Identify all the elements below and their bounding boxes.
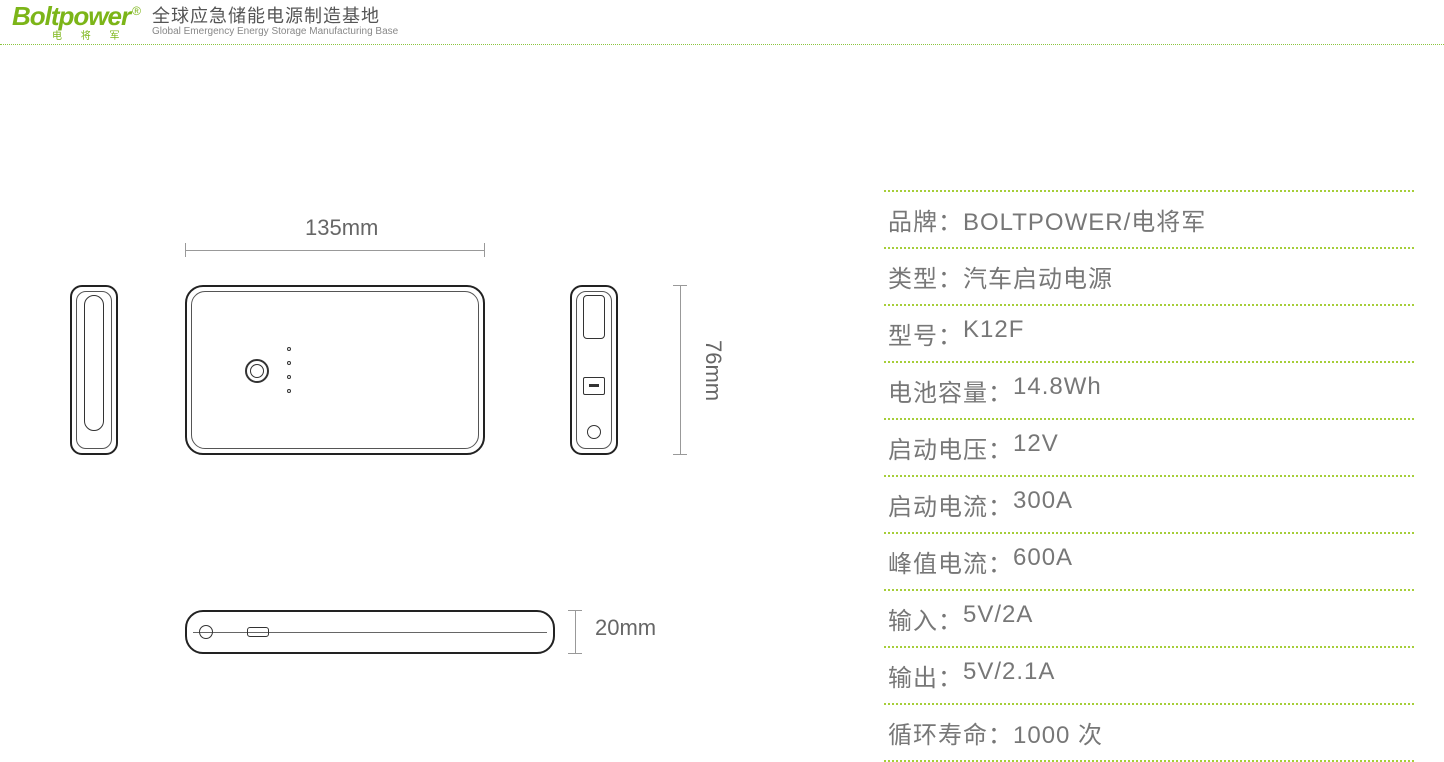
device-bottom-view xyxy=(185,610,555,654)
logo-block: Boltpower® 电 将 军 xyxy=(12,3,140,42)
dimension-thickness-label: 20mm xyxy=(595,615,656,641)
spec-value: K12F xyxy=(963,316,1024,351)
usb-port-icon xyxy=(583,377,605,395)
tagline-block: 全球应急储能电源制造基地 Global Emergency Energy Sto… xyxy=(152,7,398,38)
spec-value: 14.8Wh xyxy=(1013,373,1102,408)
spec-row: 启动电流：300A xyxy=(884,477,1414,534)
dimension-line-thickness xyxy=(575,610,576,654)
spec-row: 型号：K12F xyxy=(884,306,1414,363)
micro-usb-port-icon xyxy=(247,627,269,637)
spec-label: 启动电流： xyxy=(888,487,1013,522)
device-right-view xyxy=(570,285,618,455)
device-top-view xyxy=(185,285,485,455)
dimension-width-label: 135mm xyxy=(305,215,378,241)
spec-row: 类型：汽车启动电源 xyxy=(884,249,1414,306)
device-left-view xyxy=(70,285,118,455)
device-top-inner xyxy=(191,291,479,449)
spec-row: 启动电压：12V xyxy=(884,420,1414,477)
spec-row: 电池容量：14.8Wh xyxy=(884,363,1414,420)
dimension-height-label: 76mm xyxy=(700,340,726,401)
tagline-en: Global Emergency Energy Storage Manufact… xyxy=(152,26,398,37)
dimension-line-height xyxy=(680,285,681,455)
logo-reg: ® xyxy=(132,4,140,18)
led-hole-bottom xyxy=(199,625,213,639)
spec-row: 循环寿命： 1000 次 xyxy=(884,705,1414,762)
spec-value: 5V/2A xyxy=(963,601,1033,636)
dimension-line-width xyxy=(185,250,485,251)
led-indicator-dots xyxy=(287,347,291,393)
spec-label: 峰值电流： xyxy=(888,544,1013,579)
product-diagram: 135mm 76mm 20mm xyxy=(40,200,820,680)
spec-table: 品牌：BOLTPOWER/电将军类型：汽车启动电源型号：K12F电池容量：14.… xyxy=(884,190,1414,762)
spec-value: 5V/2.1A xyxy=(963,658,1055,693)
spec-label: 循环寿命： xyxy=(888,715,1013,750)
power-button-icon xyxy=(245,359,269,383)
device-clip-slot xyxy=(84,295,104,431)
spec-value: BOLTPOWER/电将军 xyxy=(963,202,1206,237)
spec-label: 型号： xyxy=(888,316,963,351)
spec-label: 输出： xyxy=(888,658,963,693)
spec-value: 1000 次 xyxy=(1013,715,1103,750)
jump-port xyxy=(583,295,605,339)
tagline-cn: 全球应急储能电源制造基地 xyxy=(152,7,398,27)
logo-main: Boltpower® xyxy=(12,3,140,29)
spec-label: 类型： xyxy=(888,259,963,294)
led-light-hole xyxy=(587,425,601,439)
logo-sub: 电 将 军 xyxy=(52,27,140,42)
spec-value: 汽车启动电源 xyxy=(963,259,1113,294)
spec-row: 输入：5V/2A xyxy=(884,591,1414,648)
spec-value: 12V xyxy=(1013,430,1059,465)
spec-value: 600A xyxy=(1013,544,1073,579)
spec-label: 品牌： xyxy=(888,202,963,237)
spec-row: 品牌：BOLTPOWER/电将军 xyxy=(884,190,1414,249)
spec-row: 输出：5V/2.1A xyxy=(884,648,1414,705)
page-header: Boltpower® 电 将 军 全球应急储能电源制造基地 Global Eme… xyxy=(0,0,1444,45)
spec-value: 300A xyxy=(1013,487,1073,522)
spec-label: 电池容量： xyxy=(888,373,1013,408)
spec-label: 输入： xyxy=(888,601,963,636)
spec-label: 启动电压： xyxy=(888,430,1013,465)
spec-row: 峰值电流：600A xyxy=(884,534,1414,591)
